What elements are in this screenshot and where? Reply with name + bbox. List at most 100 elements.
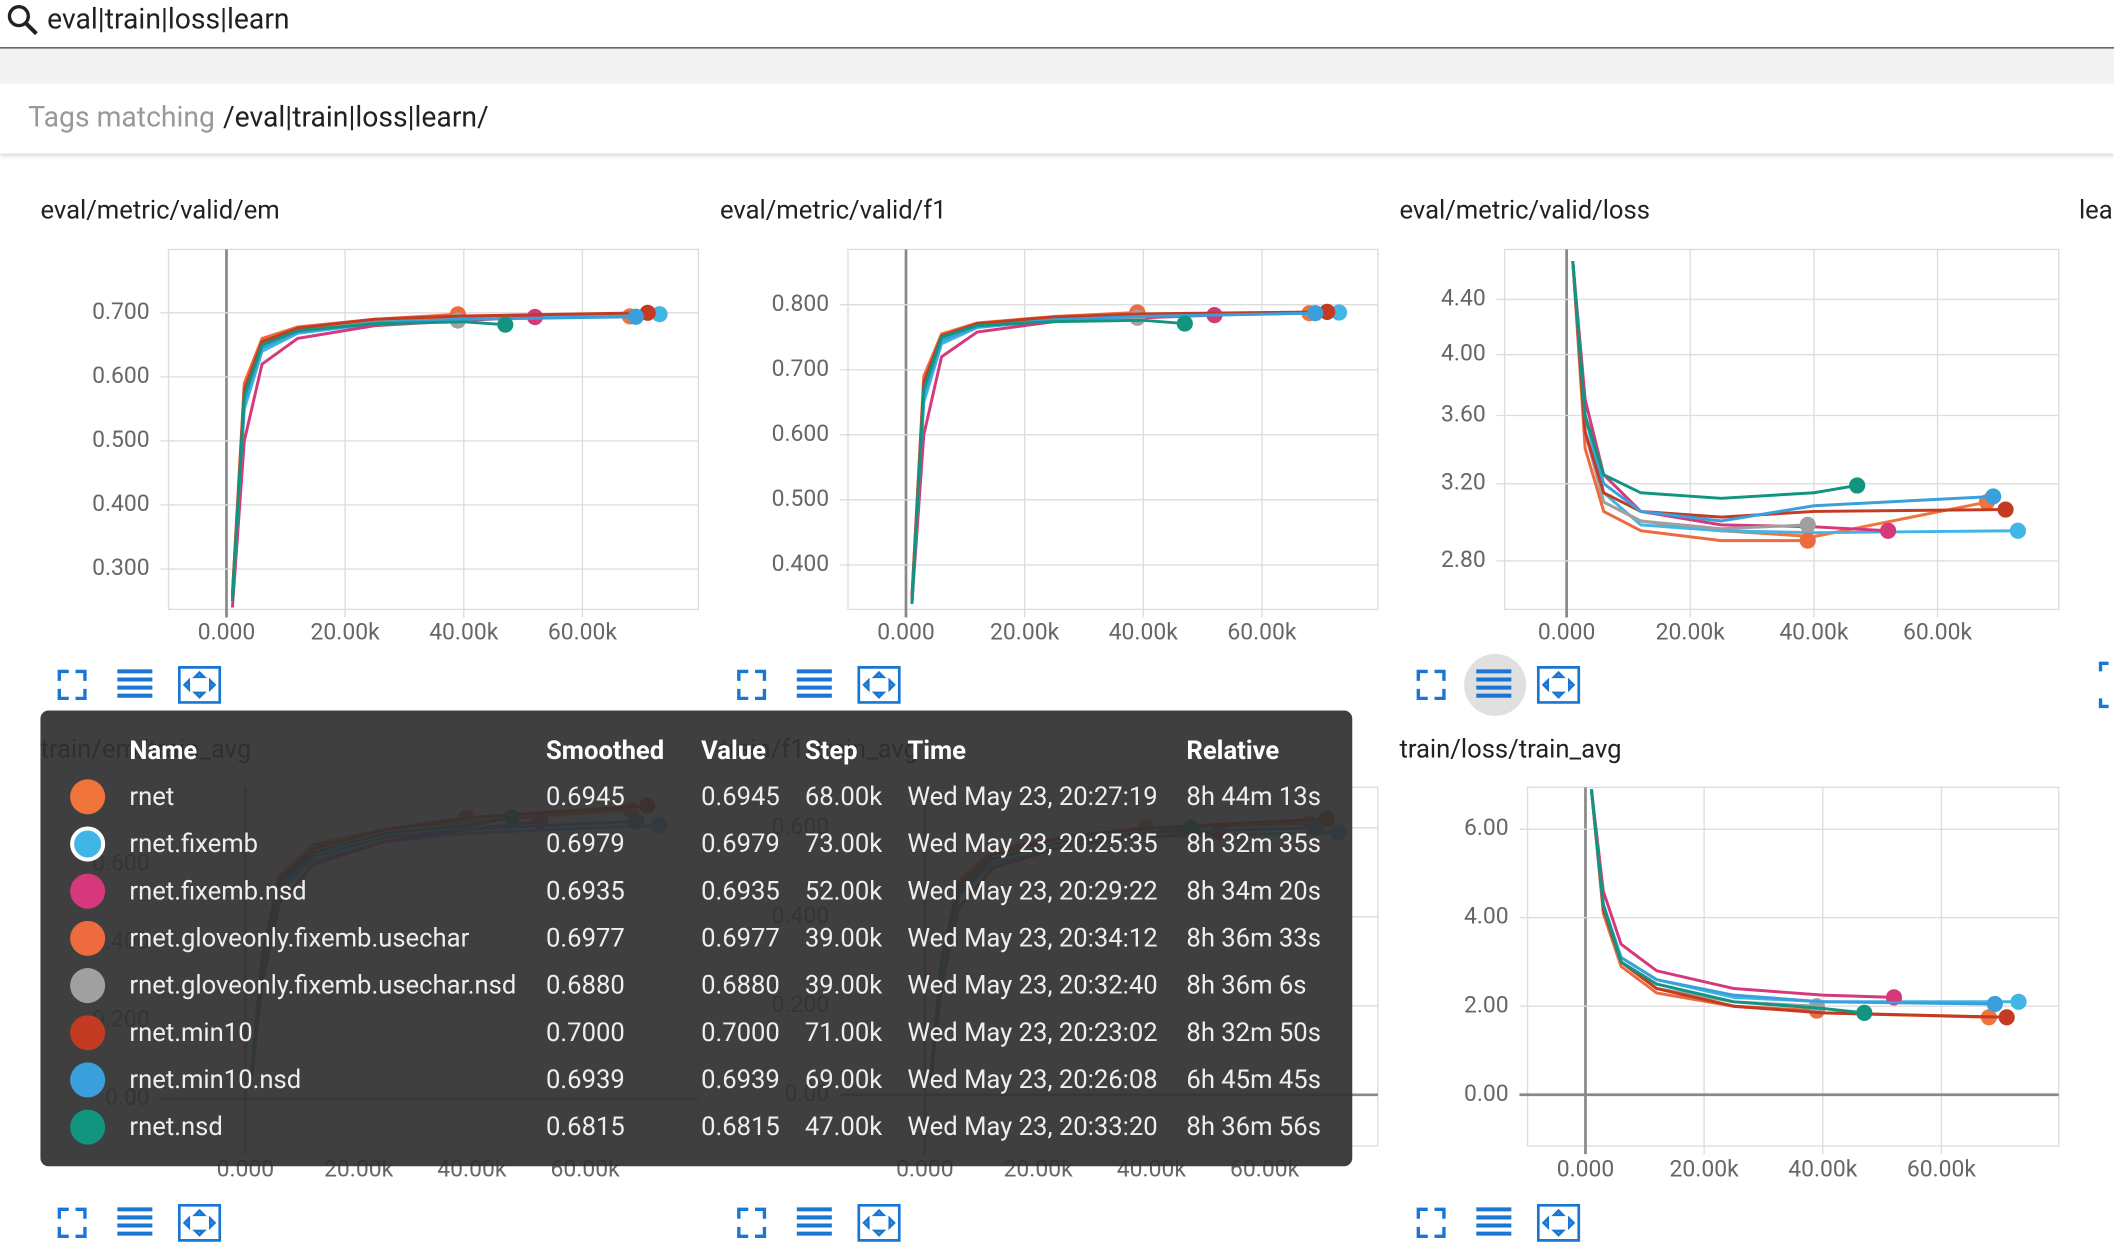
- x-tick-label: 0.000: [1538, 619, 1596, 646]
- cell: 6h 45m 45s: [1186, 1063, 1321, 1095]
- search-icon: [7, 5, 38, 36]
- cell: Wed May 23, 20:23:02: [907, 1016, 1158, 1048]
- cell: rnet.fixemb: [129, 827, 259, 859]
- fit-icon[interactable]: [177, 1203, 222, 1242]
- list-icon[interactable]: [117, 1207, 153, 1236]
- list-icon[interactable]: [796, 669, 832, 698]
- search-bar[interactable]: eval|train|loss|learn: [0, 0, 2114, 49]
- y-tick-label: 2.00: [1464, 991, 1509, 1018]
- chart-title: eval/metric/valid/f1: [720, 195, 947, 225]
- cell: 69.00k: [804, 1063, 883, 1095]
- x-tick-label: 20.00k: [1670, 1155, 1740, 1182]
- expand-icon[interactable]: [737, 669, 767, 701]
- cell: 8h 44m 13s: [1186, 780, 1321, 812]
- cell: 0.7000: [701, 1016, 780, 1048]
- cell: 0.6880: [701, 969, 780, 1001]
- run-color: [70, 1062, 106, 1098]
- cell: 0.6977: [701, 922, 780, 954]
- hover-highlight: [1464, 653, 1527, 716]
- list-icon[interactable]: [796, 1207, 832, 1236]
- list-icon[interactable]: [1476, 669, 1512, 698]
- y-tick-label: 0.700: [92, 298, 150, 325]
- y-tick-label: 3.60: [1441, 401, 1486, 428]
- cell: 47.00k: [804, 1110, 883, 1142]
- cell: 8h 34m 20s: [1186, 874, 1321, 906]
- x-tick-label: 40.00k: [429, 619, 499, 646]
- x-tick-label: 20.00k: [311, 619, 381, 646]
- series-end-dot: [1849, 477, 1866, 494]
- run-color: [70, 1109, 106, 1145]
- cell: 0.6935: [701, 874, 780, 906]
- series-line: [910, 313, 1215, 605]
- column-header: Smoothed: [546, 734, 665, 766]
- series-end-dot: [1307, 305, 1324, 322]
- series-end-dot: [1319, 303, 1336, 320]
- expand-icon[interactable]: [57, 1207, 87, 1238]
- series-end-dot: [651, 306, 668, 323]
- run-color: [70, 826, 106, 862]
- cell: 0.6945: [546, 780, 625, 812]
- list-icon[interactable]: [1476, 1207, 1512, 1236]
- fit-icon[interactable]: [177, 666, 222, 704]
- cell: 8h 36m 33s: [1186, 922, 1321, 954]
- fit-icon[interactable]: [1536, 666, 1581, 704]
- cell: 0.6935: [546, 874, 625, 906]
- cell: 0.6880: [546, 969, 625, 1001]
- search-query[interactable]: eval|train|loss|learn: [47, 4, 290, 37]
- column-header: Relative: [1186, 734, 1280, 766]
- fit-icon[interactable]: [857, 666, 901, 704]
- x-tick-label: 0.000: [198, 619, 256, 646]
- chart-title: lea: [2079, 195, 2113, 225]
- cell: 0.6815: [701, 1110, 780, 1142]
- series-end-dot: [1176, 315, 1193, 332]
- y-tick-label: 6.00: [1464, 814, 1509, 841]
- x-tick-label: 40.00k: [1109, 619, 1179, 646]
- expand-icon[interactable]: [57, 669, 87, 701]
- cell: rnet: [129, 780, 175, 812]
- y-tick-label: 0.400: [92, 490, 150, 517]
- x-tick-label: 60.00k: [1227, 619, 1297, 646]
- plot-area: [1503, 248, 2060, 611]
- series-line: [910, 311, 1310, 598]
- run-color: [70, 873, 106, 909]
- y-tick-label: 0.00: [1464, 1080, 1509, 1107]
- fit-icon[interactable]: [857, 1203, 901, 1242]
- x-tick-label: 20.00k: [990, 619, 1060, 646]
- expand-icon[interactable]: [1416, 669, 1446, 701]
- cell: rnet.nsd: [129, 1110, 223, 1142]
- series-line: [910, 311, 1316, 605]
- chart-title: eval/metric/valid/em: [40, 195, 279, 225]
- y-tick-label: 4.00: [1441, 340, 1486, 367]
- series-end-dot: [1986, 995, 2003, 1013]
- expand-icon[interactable]: [1416, 1207, 1446, 1238]
- series-end-dot: [1799, 516, 1816, 533]
- series-line: [230, 315, 636, 602]
- series-end-dot: [497, 316, 514, 333]
- series-line: [910, 318, 1185, 605]
- tooltip: Name Smoothed Value Step Time Relative rnet 0.6…: [40, 710, 1353, 1167]
- tags-label: Tags matching: [28, 102, 215, 135]
- y-tick-label: 0.300: [92, 554, 150, 581]
- series-line: [1589, 789, 1865, 1015]
- series-line: [1571, 261, 1994, 523]
- tags-pattern: /eval|train|loss|learn/: [223, 102, 489, 135]
- list-icon[interactable]: [117, 669, 153, 698]
- cell: rnet.gloveonly.fixemb.usechar.nsd: [129, 969, 517, 1001]
- column-header: Time: [907, 734, 967, 766]
- expand-icon[interactable]: [2098, 661, 2109, 709]
- series-end-dot: [1856, 1004, 1873, 1021]
- column-header: Step: [804, 734, 858, 766]
- fit-icon[interactable]: [1536, 1203, 1581, 1242]
- series-line: [230, 311, 648, 595]
- series-line: [230, 315, 536, 608]
- chart-title: eval/metric/valid/loss: [1399, 195, 1650, 225]
- expand-icon[interactable]: [737, 1207, 767, 1238]
- cell: 0.6815: [546, 1110, 625, 1142]
- cell: 0.6979: [546, 827, 625, 859]
- series-end-dot: [1985, 488, 2002, 505]
- cell: 0.6945: [701, 780, 780, 812]
- run-color: [70, 968, 106, 1004]
- series-line: [910, 311, 1340, 605]
- x-tick-label: 60.00k: [548, 619, 618, 646]
- y-tick-label: 4.00: [1464, 903, 1509, 930]
